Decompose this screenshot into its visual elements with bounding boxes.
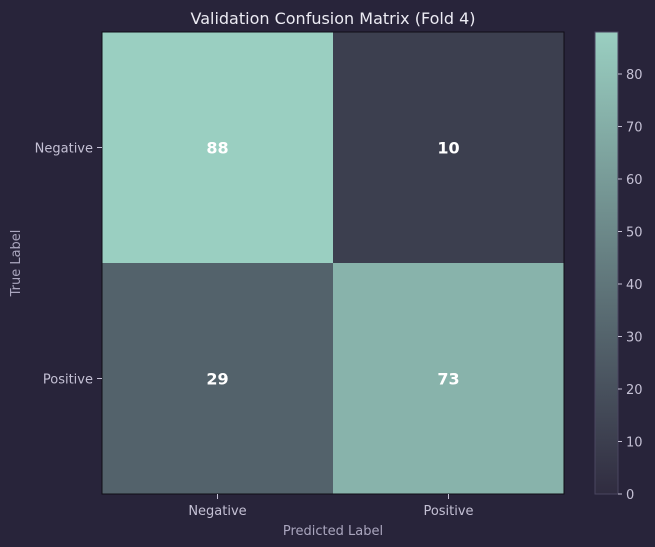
y-axis-ticks: Negative Positive [35,142,102,388]
cell-value-label: 88 [206,139,228,158]
heatmap-cell [102,263,333,494]
heatmap-cell [102,32,333,263]
colorbar [594,31,619,495]
heatmap-cells: 88 10 29 73 [102,32,564,494]
cell-value-label: 73 [437,370,459,389]
colorbar-tick-label: 60 [626,173,643,188]
y-axis-label: True Label [9,230,24,298]
colorbar-tick-label: 10 [626,436,643,451]
colorbar-tick-label: 20 [626,383,643,398]
plot-frame [101,31,565,495]
colorbar-tick-label: 30 [626,331,643,346]
colorbar-tick-label: 40 [626,278,643,293]
colorbar-tick-label: 70 [626,121,643,136]
colorbar-tick-label: 0 [626,488,634,503]
x-axis-ticks: Negative Positive [188,494,474,519]
chart-title: Validation Confusion Matrix (Fold 4) [191,9,476,28]
heatmap-cell [333,263,564,494]
x-tick-label: Positive [423,504,473,519]
cell-value-label: 10 [437,139,459,158]
x-tick-label: Negative [188,504,246,519]
y-tick-label: Positive [43,373,93,388]
colorbar-ticks: 0 10 20 30 40 50 60 70 80 [618,68,643,503]
x-axis-label: Predicted Label [283,524,383,539]
cell-value-label: 29 [206,370,228,389]
colorbar-tick-label: 80 [626,68,643,83]
colorbar-tick-label: 50 [626,226,643,241]
heatmap-cell [333,32,564,263]
y-tick-label: Negative [35,142,93,157]
